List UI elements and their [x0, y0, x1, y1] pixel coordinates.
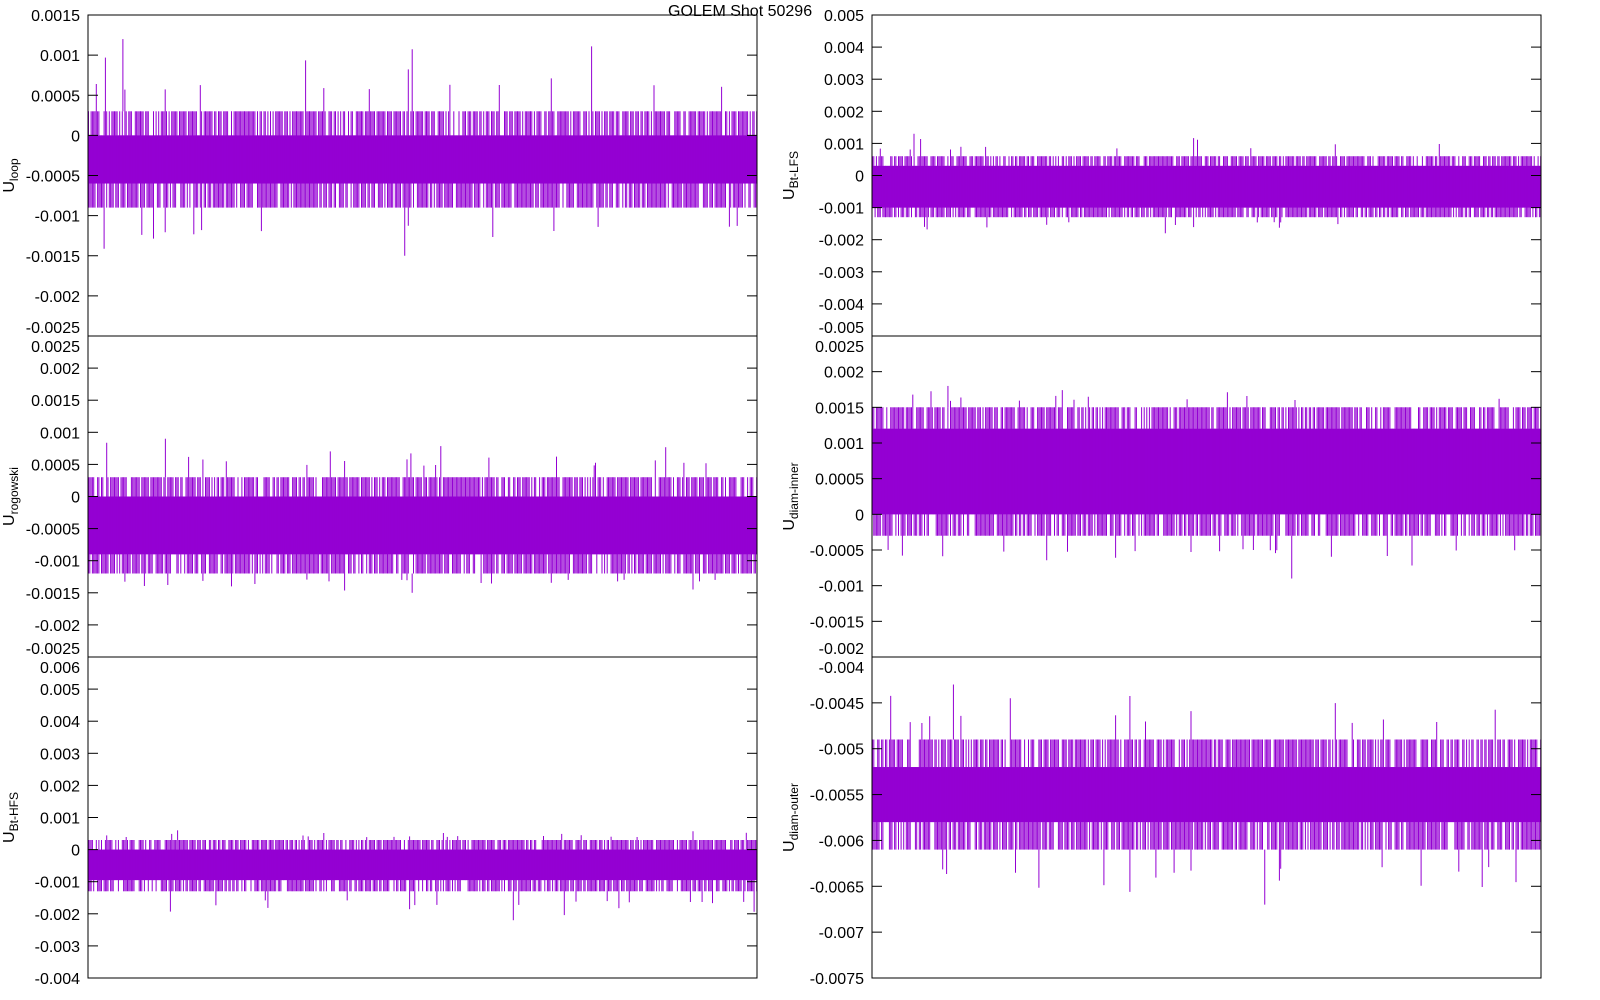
y-tick-label: 0 — [71, 843, 80, 860]
y-tick-label: -0.0065 — [810, 879, 864, 896]
y-tick-label: 0.0015 — [31, 393, 80, 410]
y-tick-label: -0.004 — [819, 660, 864, 677]
y-axis-label: Udiam-outer — [781, 783, 801, 852]
y-tick-label: 0.002 — [824, 104, 864, 121]
y-tick-label: 0.001 — [824, 136, 864, 153]
y-tick-label: 0.0005 — [31, 457, 80, 474]
plot-frame-5 — [871, 656, 1542, 979]
y-tick-label: 0.001 — [40, 48, 80, 65]
y-tick-label: -0.001 — [819, 579, 864, 596]
y-tick-label: 0.0005 — [31, 88, 80, 105]
y-tick-label: 0 — [855, 507, 864, 524]
y-tick-label: -0.0045 — [810, 696, 864, 713]
y-axis-label: Uloop — [1, 158, 21, 193]
y-tick-label: 0.002 — [824, 365, 864, 382]
y-tick-label: -0.0055 — [810, 788, 864, 805]
y-tick-label: -0.0015 — [810, 614, 864, 631]
y-axis-label: UBt-LFS — [781, 151, 801, 200]
y-tick-label: -0.005 — [819, 320, 864, 337]
y-axis-label: UBt-HFS — [1, 792, 21, 843]
y-tick-label: -0.002 — [35, 618, 80, 635]
y-tick-label: -0.001 — [819, 201, 864, 218]
y-tick-label: -0.002 — [35, 907, 80, 924]
y-tick-label: 0.0015 — [815, 400, 864, 417]
y-tick-label: 0.0025 — [815, 339, 864, 356]
y-tick-label: -0.002 — [35, 289, 80, 306]
y-tick-label: 0.004 — [40, 714, 80, 731]
y-tick-label: -0.0005 — [810, 543, 864, 560]
y-axis-label: Urogowski — [1, 467, 21, 526]
y-tick-label: -0.0075 — [810, 971, 864, 988]
y-tick-label: 0.001 — [40, 425, 80, 442]
y-tick-label: 0 — [71, 128, 80, 145]
y-tick-label: 0.002 — [40, 778, 80, 795]
y-tick-label: -0.0005 — [26, 169, 80, 186]
y-tick-label: -0.0005 — [26, 522, 80, 539]
y-tick-label: -0.004 — [819, 297, 864, 314]
y-tick-label: 0.001 — [824, 436, 864, 453]
y-tick-label: 0.0005 — [815, 472, 864, 489]
y-tick-label: 0.005 — [824, 8, 864, 25]
y-tick-label: -0.002 — [819, 233, 864, 250]
chart-title: GOLEM Shot 50296 — [668, 3, 813, 20]
y-tick-label: 0.001 — [40, 811, 80, 828]
y-tick-label: 0.002 — [40, 361, 80, 378]
y-tick-label: -0.0015 — [26, 249, 80, 266]
y-tick-label: 0 — [71, 490, 80, 507]
y-tick-label: -0.007 — [819, 925, 864, 942]
y-tick-label: 0.003 — [40, 746, 80, 763]
y-tick-label: 0 — [855, 169, 864, 186]
y-tick-label: -0.003 — [35, 939, 80, 956]
y-tick-label: -0.005 — [819, 742, 864, 759]
y-tick-label: 0.004 — [824, 40, 864, 57]
y-tick-label: 0.0025 — [31, 339, 80, 356]
y-tick-label: 0.006 — [40, 660, 80, 677]
y-tick-label: 0.005 — [40, 682, 80, 699]
plot-frame-4 — [87, 656, 758, 979]
y-tick-label: -0.001 — [35, 209, 80, 226]
y-tick-label: -0.004 — [35, 971, 80, 988]
y-tick-label: -0.0025 — [26, 641, 80, 658]
y-tick-label: 0.0015 — [31, 8, 80, 25]
y-tick-label: -0.0025 — [26, 320, 80, 337]
y-axis-label: Udiam-inner — [781, 462, 801, 530]
y-tick-label: -0.002 — [819, 641, 864, 658]
y-tick-label: -0.001 — [35, 875, 80, 892]
y-tick-label: -0.006 — [819, 833, 864, 850]
y-tick-label: -0.001 — [35, 554, 80, 571]
y-tick-label: 0.003 — [824, 72, 864, 89]
y-tick-label: -0.0015 — [26, 586, 80, 603]
y-tick-label: -0.003 — [819, 265, 864, 282]
